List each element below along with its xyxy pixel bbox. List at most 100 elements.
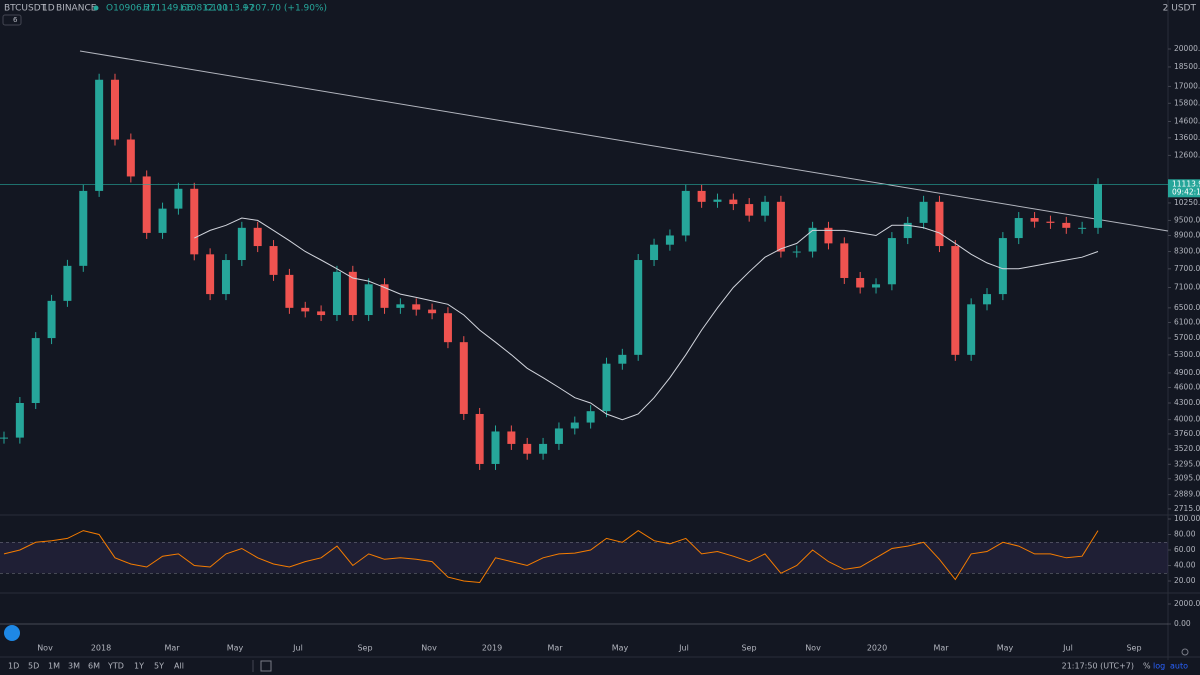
candle	[285, 274, 294, 308]
range-button[interactable]: 5D	[28, 662, 39, 671]
price-tick-label: 4300.00	[1174, 398, 1200, 407]
trend-line[interactable]	[79, 50, 1169, 232]
percent-toggle[interactable]: %	[1143, 662, 1151, 671]
candle	[697, 190, 706, 202]
price-tick-label: 4600.00	[1174, 382, 1200, 391]
candle	[1062, 222, 1071, 228]
indicator-toggle[interactable]	[2, 14, 22, 26]
status-dot	[93, 5, 99, 11]
price-tick-label: 6100.00	[1174, 317, 1200, 326]
range-button[interactable]: 3M	[68, 662, 80, 671]
last-price-box	[1168, 179, 1200, 198]
range-button[interactable]: 1D	[8, 662, 19, 671]
price-tick-label: 7700.00	[1174, 264, 1200, 273]
plot: 20000.00 18500.00 17000.00 15800.00 14600.00…	[0, 44, 1200, 671]
candle	[665, 235, 674, 245]
candle	[348, 271, 357, 316]
candle	[523, 443, 532, 454]
candle	[776, 201, 785, 252]
range-button[interactable]: All	[174, 662, 184, 671]
price-tick-label: 9500.00	[1174, 215, 1200, 224]
candle	[63, 265, 72, 301]
high: H11149.66	[143, 4, 193, 14]
open: O10906.27	[106, 4, 156, 14]
time-label: Nov	[37, 644, 53, 653]
last-price-label: 11113.97	[1172, 179, 1200, 188]
ma200-line	[194, 217, 1099, 421]
goto-icon[interactable]	[260, 660, 272, 672]
price-tick-label: 5300.00	[1174, 350, 1200, 359]
candle	[887, 238, 896, 285]
settings-icon[interactable]	[1181, 648, 1189, 656]
time-label: 2018	[91, 644, 111, 653]
close: C11113.97	[205, 4, 254, 14]
candle	[142, 176, 151, 233]
candle	[935, 201, 944, 247]
candle	[221, 260, 230, 295]
candle	[1046, 221, 1055, 223]
range-button[interactable]: YTD	[107, 662, 124, 671]
rsi-line	[3, 529, 1099, 584]
price-tick-label: 2715.00	[1174, 504, 1200, 513]
candle	[174, 188, 183, 209]
time-label: May	[227, 644, 244, 653]
price-tick-label: 10250.00	[1174, 198, 1200, 207]
time-label: Jul	[292, 644, 303, 653]
range-button[interactable]: 5Y	[154, 662, 164, 671]
time-label: 2019	[482, 644, 502, 653]
price-tick-label: 7100.00	[1174, 283, 1200, 292]
candle	[983, 294, 992, 305]
interval[interactable]: 1D	[42, 4, 55, 14]
candle	[31, 338, 40, 403]
candle	[47, 300, 56, 339]
candle	[824, 227, 833, 244]
rsi-tick-label: 20.00	[1174, 576, 1196, 585]
range-button[interactable]: 1M	[48, 662, 60, 671]
candle	[602, 363, 611, 412]
logo	[4, 625, 20, 641]
candle	[919, 201, 928, 223]
candle	[998, 238, 1007, 295]
clock: 21:17:50 (UTC+7)	[1062, 662, 1134, 671]
rsi-tick-label: 60.00	[1174, 545, 1196, 554]
time-label: Nov	[805, 644, 821, 653]
price-tick-label: 15800.00	[1174, 98, 1200, 107]
log-toggle[interactable]: log	[1153, 662, 1165, 671]
candle	[364, 284, 373, 316]
price-tick-label: 12600.00	[1174, 150, 1200, 159]
price-tick-label: 20000.00	[1174, 44, 1200, 53]
candle	[206, 254, 215, 295]
range-button[interactable]: 6M	[88, 662, 100, 671]
candle	[634, 260, 643, 355]
candle	[269, 246, 278, 275]
candle	[301, 307, 310, 312]
price-tick-label: 5700.00	[1174, 333, 1200, 342]
auto-toggle[interactable]: auto	[1170, 662, 1188, 671]
time-label: May	[612, 644, 629, 653]
candle	[681, 190, 690, 236]
price-tick-label: 8900.00	[1174, 230, 1200, 239]
time-label: Mar	[547, 644, 563, 653]
candle	[428, 309, 437, 314]
countdown: 09:42:10	[1172, 187, 1200, 196]
indicator-count: 6	[13, 16, 18, 24]
candle	[475, 413, 484, 464]
candle	[856, 277, 865, 288]
candle	[0, 437, 8, 439]
symbol[interactable]: BTCUSDT	[4, 4, 47, 14]
candle	[650, 244, 659, 261]
time-label: Sep	[357, 644, 372, 653]
candle	[15, 402, 24, 438]
candle	[872, 284, 881, 288]
candle	[618, 354, 627, 364]
time-label: Mar	[933, 644, 949, 653]
candle	[761, 201, 770, 216]
candle	[126, 139, 135, 177]
candle	[539, 443, 548, 454]
candle	[110, 79, 119, 140]
candle	[332, 271, 341, 316]
range-button[interactable]: 1Y	[134, 662, 144, 671]
time-label: Sep	[1126, 644, 1141, 653]
